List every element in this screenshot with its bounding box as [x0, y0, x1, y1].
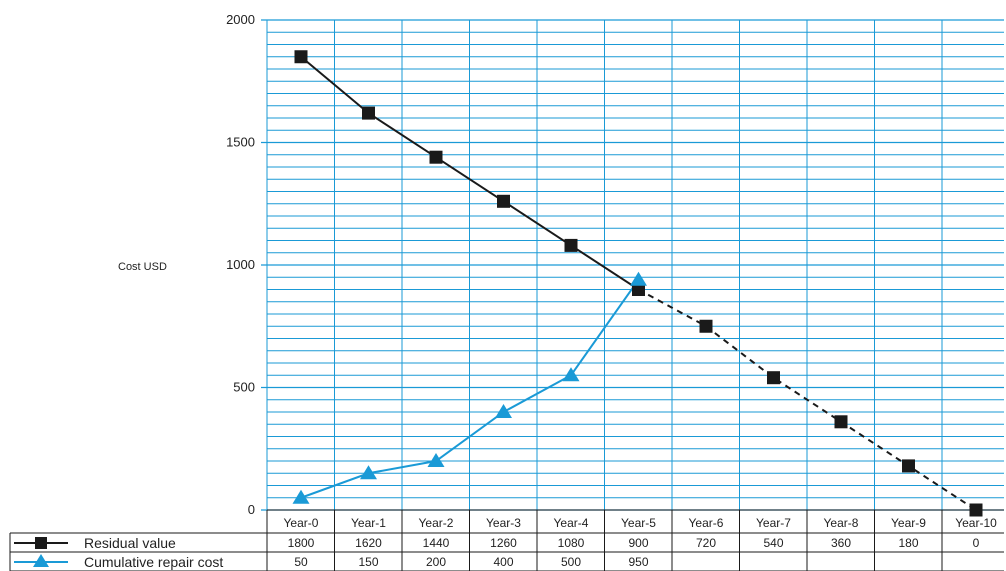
x-tick-label: Year-10	[955, 516, 997, 530]
point-residual-value	[632, 283, 645, 296]
legend-marker-cumulative-repair-cost	[33, 554, 49, 567]
point-residual-value	[497, 194, 510, 208]
data-label: 950	[628, 555, 648, 569]
x-tick-label: Year-4	[554, 516, 589, 530]
point-residual-value	[362, 106, 375, 120]
data-table: Year-0 Year-1 Year-2 Year-3 Year-4 Year-5 Year…	[9, 509, 1004, 571]
point-cumulative-repair-cost	[495, 404, 512, 418]
series-line-cumulative-repair-cost	[300, 279, 640, 499]
point-cumulative-repair-cost	[292, 489, 310, 504]
point-residual-value	[969, 503, 983, 517]
data-label: 200	[426, 555, 446, 569]
y-axis-label: Cost USD	[118, 261, 167, 273]
data-label: 1260	[490, 536, 517, 550]
point-residual-value	[834, 415, 848, 429]
point-cumulative-repair-cost	[427, 453, 445, 467]
data-label: 900	[628, 536, 648, 550]
x-tick-label: Year-2	[419, 516, 454, 530]
x-tick-label: Year-6	[689, 516, 724, 530]
point-residual-value	[564, 238, 578, 252]
data-label: 180	[898, 536, 918, 550]
data-label: 540	[763, 536, 783, 550]
grid	[261, 19, 1004, 511]
data-label: 50	[294, 555, 308, 569]
x-tick-label: Year-0	[284, 516, 319, 530]
point-residual-value	[699, 319, 713, 333]
point-residual-value	[429, 150, 443, 164]
x-tick-label: Year-3	[486, 516, 521, 530]
y-tick-label: 2000	[226, 12, 255, 27]
x-tick-label: Year-9	[891, 516, 926, 530]
y-tick-label: 0	[248, 502, 255, 517]
data-label: 1440	[423, 536, 450, 550]
x-tick-label: Year-8	[824, 516, 859, 530]
series-line-residual-value-dashed	[638, 288, 977, 511]
data-label: 1080	[558, 536, 585, 550]
data-label: 500	[561, 555, 581, 569]
y-tick-label: 1500	[226, 135, 255, 150]
point-residual-value	[294, 50, 308, 64]
data-label: 1800	[288, 536, 315, 550]
series-line-residual-value-solid	[300, 55, 640, 291]
data-label: 1620	[355, 536, 382, 550]
data-label: 360	[831, 536, 851, 550]
x-tick-label: Year-7	[756, 516, 791, 530]
legend-marker-residual-value	[35, 537, 47, 549]
point-residual-value	[767, 371, 780, 385]
legend: Residual value Cumulative repair cost	[14, 535, 223, 570]
point-residual-value	[902, 459, 915, 473]
data-label: 720	[696, 536, 716, 550]
x-tick-label: Year-1	[351, 516, 386, 530]
series	[292, 50, 983, 517]
point-cumulative-repair-cost	[630, 271, 647, 286]
point-cumulative-repair-cost	[562, 367, 580, 382]
x-tick-label: Year-5	[621, 516, 656, 530]
y-ticks: 0 500 1000 1500 2000	[226, 12, 255, 517]
y-tick-label: 1000	[226, 257, 255, 272]
data-label: 0	[973, 536, 980, 550]
legend-label-residual-value: Residual value	[84, 535, 176, 551]
point-cumulative-repair-cost	[360, 465, 377, 480]
data-label: 150	[358, 555, 378, 569]
data-label: 400	[493, 555, 513, 569]
y-tick-label: 500	[233, 380, 255, 395]
legend-label-cumulative-repair-cost: Cumulative repair cost	[84, 554, 223, 570]
